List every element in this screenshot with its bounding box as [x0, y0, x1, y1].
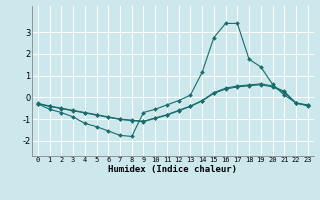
- X-axis label: Humidex (Indice chaleur): Humidex (Indice chaleur): [108, 165, 237, 174]
